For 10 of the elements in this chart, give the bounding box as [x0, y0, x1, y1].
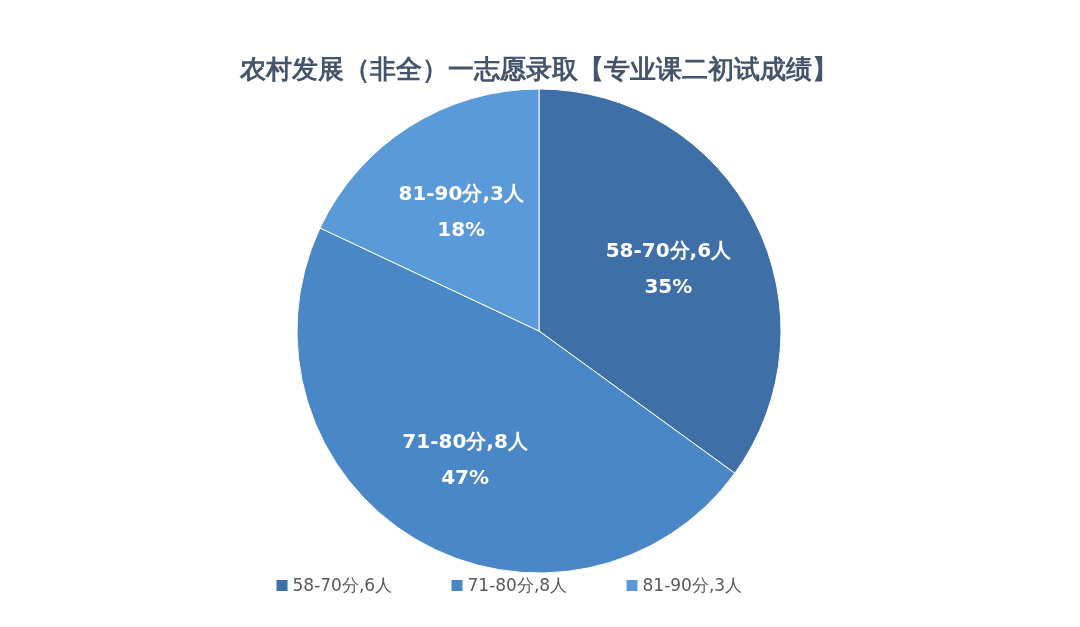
data-label: 35% [644, 274, 693, 299]
slice-label: 81-90分,3人 [398, 181, 525, 206]
data-label: 18% [437, 217, 486, 242]
legend-label: 81-90分,3人 [642, 575, 743, 595]
legend-label: 71-80分,8人 [467, 575, 568, 595]
chart-title: 农村发展（非全）一志愿录取【专业课二初试成绩】 [239, 54, 838, 84]
slice-label: 58-70分,6人 [605, 238, 733, 263]
legend-label: 58-70分,6人 [292, 575, 393, 595]
data-label: 47% [441, 464, 490, 489]
slice-label: 71-80分,8人 [402, 428, 529, 453]
